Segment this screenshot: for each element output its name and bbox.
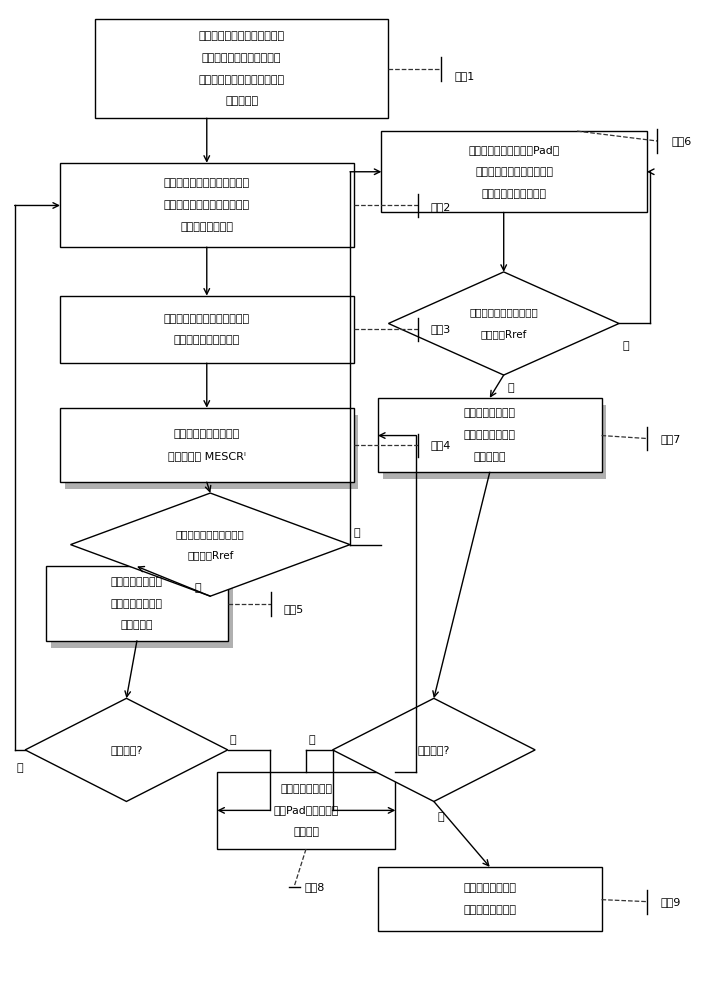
Polygon shape [332, 698, 535, 801]
Text: 步骤8: 步骤8 [305, 882, 325, 892]
FancyBboxPatch shape [60, 163, 354, 247]
Text: 降低新增直流输送功率Pad，: 降低新增直流输送功率Pad， [469, 145, 560, 155]
Text: 及各直流间的相互影响，确定: 及各直流间的相互影响，确定 [164, 200, 250, 210]
FancyBboxPatch shape [60, 296, 354, 363]
Text: 行方式，根据变电站站址条: 行方式，根据变电站站址条 [202, 53, 281, 63]
Text: 件、电力平衡等确定各选的直: 件、电力平衡等确定各选的直 [199, 75, 285, 85]
Text: 和为直流接入能力: 和为直流接入能力 [463, 905, 516, 915]
Polygon shape [388, 272, 619, 375]
Text: 所有直流多馈入有效短路: 所有直流多馈入有效短路 [176, 529, 245, 539]
FancyBboxPatch shape [378, 867, 602, 931]
Text: 否: 否 [622, 341, 629, 351]
Text: 满足约束?: 满足约束? [418, 745, 450, 755]
Text: 步骤2: 步骤2 [431, 202, 451, 212]
Text: 暂态稳定性: 暂态稳定性 [121, 620, 153, 630]
Text: 步骤1: 步骤1 [455, 71, 475, 81]
Text: 暂态稳定性: 暂态稳定性 [474, 452, 506, 462]
Text: 否: 否 [354, 528, 360, 538]
Text: 新增直流接入落点: 新增直流接入落点 [180, 222, 233, 232]
Text: 是: 是 [17, 763, 23, 773]
Text: 对转动惯量指标、: 对转动惯量指标、 [464, 430, 515, 440]
Text: 比均大于Rref: 比均大于Rref [481, 329, 527, 339]
Text: 基于某一确定网架形成典型运: 基于某一确定网架形成典型运 [199, 31, 285, 41]
FancyBboxPatch shape [378, 398, 602, 472]
Text: 降低新增直流输送: 降低新增直流输送 [281, 784, 332, 794]
Text: 步骤7: 步骤7 [661, 434, 682, 444]
Text: 否: 否 [308, 735, 315, 745]
Text: 对转动惯量指标、: 对转动惯量指标、 [111, 599, 163, 609]
FancyBboxPatch shape [382, 131, 647, 212]
Text: 流落点集合: 流落点集合 [225, 96, 258, 106]
Text: 比均大于Rref: 比均大于Rref [187, 551, 233, 561]
FancyBboxPatch shape [217, 772, 395, 849]
Text: 计算所有直流的多馈入: 计算所有直流的多馈入 [174, 429, 240, 439]
Text: 根据不同各选落点的短路容量: 根据不同各选落点的短路容量 [164, 178, 250, 188]
Text: 是: 是 [438, 812, 444, 822]
Text: 计算各直流容量之: 计算各直流容量之 [463, 883, 516, 893]
Text: 其他直流输送功率保持不变，: 其他直流输送功率保持不变， [164, 314, 250, 324]
Text: 否: 否 [229, 735, 235, 745]
Text: 形成新的运行方式，计算所: 形成新的运行方式，计算所 [475, 167, 553, 177]
FancyBboxPatch shape [51, 573, 233, 648]
Text: 步骤6: 步骤6 [672, 136, 691, 146]
Text: 有直流的多馈入短路比: 有直流的多馈入短路比 [481, 189, 547, 199]
Polygon shape [71, 493, 350, 596]
Text: 校核调峰能力、相: 校核调峰能力、相 [464, 408, 515, 418]
Text: 步骤4: 步骤4 [431, 440, 451, 450]
Text: 步骤5: 步骤5 [284, 604, 304, 614]
Text: 步骤3: 步骤3 [431, 324, 450, 334]
FancyBboxPatch shape [383, 405, 607, 479]
Text: 有效短路比 MESCRᴵ: 有效短路比 MESCRᴵ [168, 451, 246, 461]
Text: 建立新的电网运行方式: 建立新的电网运行方式 [174, 335, 240, 345]
FancyBboxPatch shape [46, 566, 228, 641]
Text: 所有直流多馈入有效短路: 所有直流多馈入有效短路 [469, 308, 538, 318]
Polygon shape [25, 698, 228, 801]
FancyBboxPatch shape [60, 408, 354, 482]
Text: 是: 是 [507, 383, 514, 393]
Text: 运行方式: 运行方式 [293, 827, 320, 837]
Text: 步骤9: 步骤9 [661, 897, 682, 907]
Text: 是: 是 [195, 583, 201, 593]
Text: 校核调峰能力、相: 校核调峰能力、相 [111, 577, 163, 587]
Text: 功率Pad，形成新的: 功率Pad，形成新的 [274, 805, 339, 815]
Text: 满足约束?: 满足约束? [110, 745, 143, 755]
FancyBboxPatch shape [65, 415, 358, 489]
FancyBboxPatch shape [95, 19, 388, 118]
